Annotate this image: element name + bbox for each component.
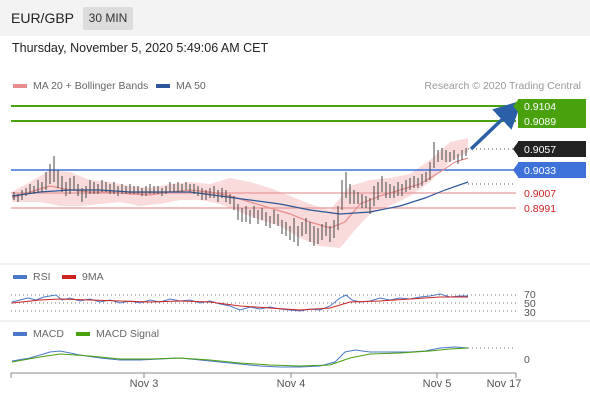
macd-zero-label: 0 [524,354,530,366]
x-axis-label-nov17: Nov 17 [487,378,522,390]
legend-swatch [156,84,170,88]
resistance-level-1-label: 0.9104 [524,101,556,113]
legend-swatch [13,332,27,336]
pivot-tag-bg [518,162,586,178]
legend-ma20-bollinger: MA 20 + Bollinger Bands [13,80,148,92]
chart-datetime: Thursday, November 5, 2020 5:49:06 AM CE… [12,41,269,55]
rsi-level-50-label: 50 [524,298,536,310]
legend-label: MA 20 + Bollinger Bands [33,80,149,92]
legend-label: 9MA [82,271,104,283]
rsi-line [11,293,468,312]
chart-header-bar: EUR/GBP 30 MIN [0,0,590,36]
x-axis-label-nov4: Nov 4 [277,378,306,390]
last-price-label: 0.9057 [524,144,556,156]
legend-swatch [13,275,27,279]
rsi-level-70-label: 70 [524,289,536,301]
legend-swatch [62,275,76,279]
macd-line [11,346,469,368]
resistance-tag-bg [518,99,586,128]
timeframe-button[interactable]: 30 MIN [83,7,133,30]
legend-rsi-9ma: 9MA [62,271,104,283]
support-level-1-label: 0.9007 [524,188,556,200]
x-axis-label-nov5: Nov 5 [423,378,452,390]
rsi-9ma-line [11,296,468,311]
legend-macd: MACD [13,328,64,340]
pivot-tag-pointer [513,163,518,177]
rsi-level-30-label: 30 [524,307,536,319]
forecast-arrow [469,100,523,151]
resistance-level-2-label: 0.9089 [524,116,556,128]
support-level-2-label: 0.8991 [524,203,556,215]
research-credit: Research © 2020 Trading Central [424,80,581,92]
legend-label: RSI [33,271,51,283]
legend-rsi: RSI [13,271,51,283]
legend-label: MACD [33,328,64,340]
resistance-tag-pointer [513,100,518,112]
symbol-title: EUR/GBP [11,10,75,26]
pivot-level-label: 0.9033 [524,165,556,177]
macd-signal-line [11,347,469,367]
legend-swatch [76,332,90,336]
legend-label: MA 50 [176,80,206,92]
last-price-tag-pointer [513,142,518,156]
legend-label: MACD Signal [96,328,160,340]
legend-macd-signal: MACD Signal [76,328,159,340]
last-price-tag-bg [518,141,586,157]
legend-ma50: MA 50 [156,80,206,92]
candles [13,142,467,246]
legend-swatch [13,84,27,88]
x-axis-label-nov3: Nov 3 [130,378,159,390]
